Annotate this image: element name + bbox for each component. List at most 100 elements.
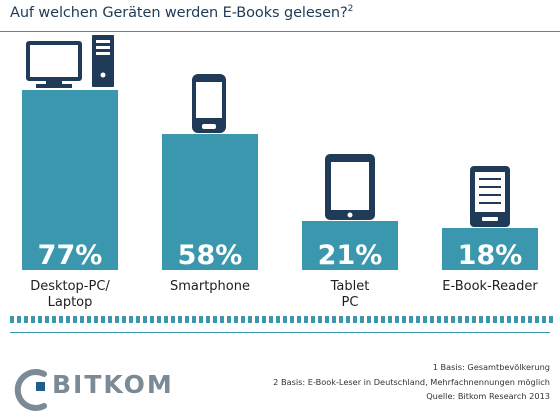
dash-separator-segment [108,316,112,323]
bitkom-logo-mark [14,369,47,411]
dash-separator-segment [143,316,147,323]
dash-separator-segment [416,316,420,323]
bitkom-logo: BITKOM [10,360,180,416]
dash-separator-segment [332,316,336,323]
dash-separator-segment [374,316,378,323]
dash-separator-segment [52,316,56,323]
desktop-pc-icon [26,35,114,88]
dash-separator-segment [528,316,532,323]
dash-separator-segment [521,316,525,323]
chart-title: Auf welchen Geräten werden E-Books geles… [10,4,353,21]
dash-separator-segment [297,316,301,323]
category-label-1: Desktop-PC/Laptop [30,279,110,310]
dash-separator-segment [388,316,392,323]
dash-separator-segment [122,316,126,323]
dash-separator-segment [255,316,259,323]
dash-separator-segment [318,316,322,323]
footnote-2: 2 Basis: E-Book-Leser in Deutschland, Me… [273,376,550,387]
dash-separator-segment [353,316,357,323]
dash-separator-segment [514,316,518,323]
dash-separator-segment [549,316,553,323]
footnote-1: 1 Basis: Gesamtbevölkerung [432,362,550,372]
dash-separator-segment [17,316,21,323]
bar-1 [22,90,118,270]
dash-separator-segment [304,316,308,323]
dash-separator-segment [367,316,371,323]
dash-separator-segment [24,316,28,323]
bar-value-label-2: 58% [178,240,243,271]
dash-separator-segment [507,316,511,323]
dash-separator-segment [486,316,490,323]
dash-separator-segment [535,316,539,323]
dash-separator-segment [276,316,280,323]
dash-separator-segment [542,316,546,323]
dash-separator-segment [94,316,98,323]
bar-3 [302,221,398,270]
dash-separator-segment [178,316,182,323]
footer-divider [10,332,550,333]
dash-separator-segment [157,316,161,323]
smartphone-icon [192,74,226,133]
dash-separator-segment [192,316,196,323]
dash-separator-segment [129,316,133,323]
dash-separator-segment [248,316,252,323]
dash-separator-segment [430,316,434,323]
dash-separator-segment [360,316,364,323]
dash-separator-segment [465,316,469,323]
dash-separator-segment [164,316,168,323]
dash-separator-segment [241,316,245,323]
dash-separator-segment [171,316,175,323]
bar-value-label-1: 77% [38,240,103,271]
dash-separator-segment [395,316,399,323]
bar-value-label-3: 21% [318,240,383,271]
chart-title-text: Auf welchen Geräten werden E-Books geles… [10,4,348,21]
dash-separator-segment [283,316,287,323]
dash-separator-segment [115,316,119,323]
dash-separator-segment [423,316,427,323]
dash-separator-segment [66,316,70,323]
bitkom-logo-text: BITKOM [52,370,174,399]
dash-separator-segment [150,316,154,323]
dash-separator-segment [73,316,77,323]
dash-separator-segment [339,316,343,323]
dash-separator-segment [45,316,49,323]
bar-4 [442,228,538,270]
dash-separator-segment [213,316,217,323]
dash-separator-segment [38,316,42,323]
dash-separator-segment [381,316,385,323]
dash-separator-segment [472,316,476,323]
dash-separator-segment [227,316,231,323]
dash-separator-segment [444,316,448,323]
dash-separator-segment [199,316,203,323]
dash-separator-segment [500,316,504,323]
dash-separator-segment [220,316,224,323]
dash-separator-segment [458,316,462,323]
dash-separator-segment [136,316,140,323]
footnotes: 1 Basis: Gesamtbevölkerung 2 Basis: E-Bo… [273,360,550,404]
dash-separator-segment [290,316,294,323]
dash-separator-segment [409,316,413,323]
dash-separator-segment [346,316,350,323]
dash-separator-segment [479,316,483,323]
dash-separator-segment [10,316,14,323]
source-note: Quelle: Bitkom Research 2013 [426,391,550,401]
dash-separator-segment [59,316,63,323]
tablet-icon [325,154,375,220]
bar-chart: 77% Desktop-PC/Laptop 58% Smartphone 21% Tabl… [10,35,553,323]
dash-separator-segment [31,316,35,323]
dash-separator-segment [325,316,329,323]
category-label-4: E-Book-Reader [442,279,538,294]
dash-separator-segment [87,316,91,323]
dash-separator-segment [493,316,497,323]
category-label-2: Smartphone [170,279,250,294]
title-footnote-mark: 2 [347,4,354,14]
dash-separator-segment [451,316,455,323]
dash-separator-segment [269,316,273,323]
bar-value-label-4: 18% [458,240,523,271]
dash-separator-segment [80,316,84,323]
dash-separator-segment [311,316,315,323]
bar-2 [162,134,258,270]
dash-separator-segment [402,316,406,323]
dash-separator-segment [206,316,210,323]
